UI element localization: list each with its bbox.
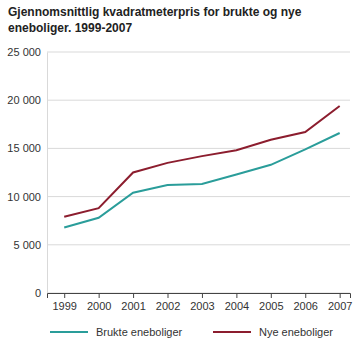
legend-swatch xyxy=(213,331,251,333)
series-line xyxy=(64,106,339,217)
x-tick-mark xyxy=(133,293,134,298)
x-tick: 2004 xyxy=(225,293,249,312)
chart: Gjennomsnittlig kvadratmeterpris for bru… xyxy=(0,0,362,350)
x-tick-mark xyxy=(236,293,237,298)
x-axis-line xyxy=(48,294,351,299)
grid-line xyxy=(47,244,350,245)
y-tick: 25 000 xyxy=(7,46,47,58)
grid-line xyxy=(47,196,350,197)
x-tick: 2000 xyxy=(87,293,111,312)
x-tick-mark xyxy=(202,293,203,298)
x-tick-label: 2001 xyxy=(121,300,145,312)
x-tick: 2005 xyxy=(259,293,283,312)
legend-label: Brukte eneboliger xyxy=(96,326,183,338)
y-tick: 10 000 xyxy=(7,191,47,203)
title-line: eneboliger. 1999-2007 xyxy=(8,21,132,35)
plot: 0 5 000 10 000 15 000 20 000 25 000 1999 2000 20… xyxy=(7,46,352,312)
x-tick: 2007 xyxy=(328,293,352,312)
y-axis-line xyxy=(47,53,48,294)
grid xyxy=(47,52,350,293)
x-tick: 1999 xyxy=(52,293,76,312)
x-tick-label: 1999 xyxy=(52,300,76,312)
x-tick-label: 2006 xyxy=(293,300,317,312)
y-tick: 20 000 xyxy=(7,94,47,106)
x-tick-mark xyxy=(305,293,306,298)
y-tick: 15 000 xyxy=(7,142,47,154)
x-tick: 2006 xyxy=(293,293,317,312)
x-tick-mark xyxy=(99,293,100,298)
x-tick-mark xyxy=(168,293,169,298)
y-tick-label: 20 000 xyxy=(7,94,41,106)
x-tick-label: 2000 xyxy=(87,300,111,312)
x-tick-label: 2002 xyxy=(156,300,180,312)
lines xyxy=(64,106,339,227)
title-line: Gjennomsnittlig kvadratmeterpris for bru… xyxy=(8,5,302,19)
y-tick-label: 25 000 xyxy=(7,46,41,58)
legend-item: Nye eneboliger xyxy=(213,326,333,338)
y-tick-label: 10 000 xyxy=(7,191,41,203)
grid-line xyxy=(47,52,350,53)
x-tick: 2003 xyxy=(190,293,214,312)
grid-line xyxy=(47,100,350,101)
legend-swatch xyxy=(50,331,88,333)
x-tick-label: 2007 xyxy=(328,300,352,312)
x-tick-label: 2005 xyxy=(259,300,283,312)
x-tick-mark xyxy=(340,293,341,298)
legend: Brukte eneboliger Nye eneboliger xyxy=(50,326,333,338)
x-tick: 2002 xyxy=(156,293,180,312)
y-tick-label: 5 000 xyxy=(13,239,41,251)
x-tick-label: 2004 xyxy=(225,300,249,312)
y-tick-label: 0 xyxy=(35,287,41,299)
series-line xyxy=(64,133,339,227)
x-tick-mark xyxy=(64,293,65,298)
y-tick: 5 000 xyxy=(13,239,47,251)
title: Gjennomsnittlig kvadratmeterpris for bru… xyxy=(8,5,302,35)
y-tick-label: 15 000 xyxy=(7,142,41,154)
x-axis: 1999 2000 2001 2002 2003 2004 2005 2006 2007 xyxy=(48,293,353,312)
legend-item: Brukte eneboliger xyxy=(50,326,183,338)
legend-label: Nye eneboliger xyxy=(259,326,333,338)
x-tick: 2001 xyxy=(121,293,145,312)
x-tick-label: 2003 xyxy=(190,300,214,312)
x-tick-mark xyxy=(271,293,272,298)
y-tick: 0 xyxy=(35,287,47,299)
y-axis: 0 5 000 10 000 15 000 20 000 25 000 xyxy=(7,46,47,299)
